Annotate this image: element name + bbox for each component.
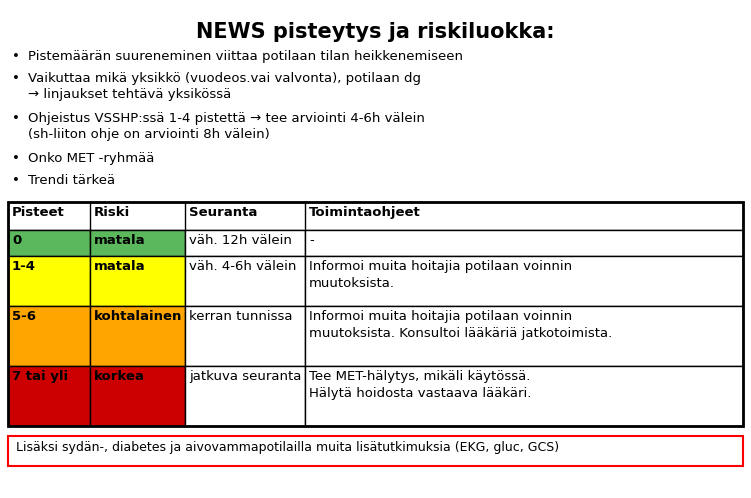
- Text: väh. 12h välein: väh. 12h välein: [189, 234, 292, 247]
- Bar: [305, 306, 743, 366]
- Text: Toimintaohjeet: Toimintaohjeet: [309, 206, 421, 219]
- Bar: [185, 256, 305, 306]
- Text: NEWS pisteytys ja riskiluokka:: NEWS pisteytys ja riskiluokka:: [196, 22, 554, 42]
- Bar: [8, 436, 743, 466]
- Text: kerran tunnissa: kerran tunnissa: [189, 310, 292, 323]
- Bar: [185, 230, 305, 256]
- Text: Seuranta: Seuranta: [189, 206, 258, 219]
- Bar: [8, 366, 90, 426]
- Bar: [8, 256, 90, 306]
- Text: 0: 0: [12, 234, 21, 247]
- Text: 1-4: 1-4: [12, 260, 36, 273]
- Bar: [90, 366, 185, 426]
- Text: Onko MET -ryhmää: Onko MET -ryhmää: [28, 152, 155, 165]
- Text: 5-6: 5-6: [12, 310, 36, 323]
- Bar: [305, 256, 743, 306]
- Text: Tee MET-hälytys, mikäli käytössä.
Hälytä hoidosta vastaava lääkäri.: Tee MET-hälytys, mikäli käytössä. Hälytä…: [309, 370, 532, 400]
- Text: väh. 4-6h välein: väh. 4-6h välein: [189, 260, 297, 273]
- Text: Pistemäärän suureneminen viittaa potilaan tilan heikkenemiseen: Pistemäärän suureneminen viittaa potilaa…: [28, 50, 463, 63]
- Bar: [8, 306, 90, 366]
- Text: Informoi muita hoitajia potilaan voinnin
muutoksista.: Informoi muita hoitajia potilaan voinnin…: [309, 260, 572, 290]
- Text: Vaikuttaa mikä yksikkö (vuodeos.vai valvonta), potilaan dg
→ linjaukset tehtävä : Vaikuttaa mikä yksikkö (vuodeos.vai valv…: [28, 72, 421, 101]
- Text: •: •: [12, 152, 20, 165]
- Text: •: •: [12, 72, 20, 85]
- Text: Trendi tärkeä: Trendi tärkeä: [28, 174, 115, 187]
- Text: jatkuva seuranta: jatkuva seuranta: [189, 370, 301, 383]
- Text: Ohjeistus VSSHP:ssä 1-4 pistettä → tee arviointi 4-6h välein
(sh-liiton ohje on : Ohjeistus VSSHP:ssä 1-4 pistettä → tee a…: [28, 112, 425, 141]
- Text: Lisäksi sydän-, diabetes ja aivovammapotilailla muita lisätutkimuksia (EKG, gluc: Lisäksi sydän-, diabetes ja aivovammapot…: [16, 441, 559, 454]
- Text: -: -: [309, 234, 314, 247]
- Bar: [90, 230, 185, 256]
- Text: Informoi muita hoitajia potilaan voinnin
muutoksista. Konsultoi lääkäriä jatkoto: Informoi muita hoitajia potilaan voinnin…: [309, 310, 612, 340]
- Bar: [8, 202, 743, 230]
- Text: korkea: korkea: [94, 370, 145, 383]
- Text: •: •: [12, 50, 20, 63]
- Text: •: •: [12, 112, 20, 125]
- Bar: [305, 230, 743, 256]
- Text: Riski: Riski: [94, 206, 130, 219]
- Text: 7 tai yli: 7 tai yli: [12, 370, 68, 383]
- Bar: [305, 366, 743, 426]
- Bar: [185, 366, 305, 426]
- Text: kohtalainen: kohtalainen: [94, 310, 182, 323]
- Text: matala: matala: [94, 234, 146, 247]
- Bar: [185, 306, 305, 366]
- Text: Pisteet: Pisteet: [12, 206, 65, 219]
- Bar: [8, 230, 90, 256]
- Text: •: •: [12, 174, 20, 187]
- Bar: [8, 202, 743, 426]
- Bar: [90, 306, 185, 366]
- Text: matala: matala: [94, 260, 146, 273]
- Bar: [90, 256, 185, 306]
